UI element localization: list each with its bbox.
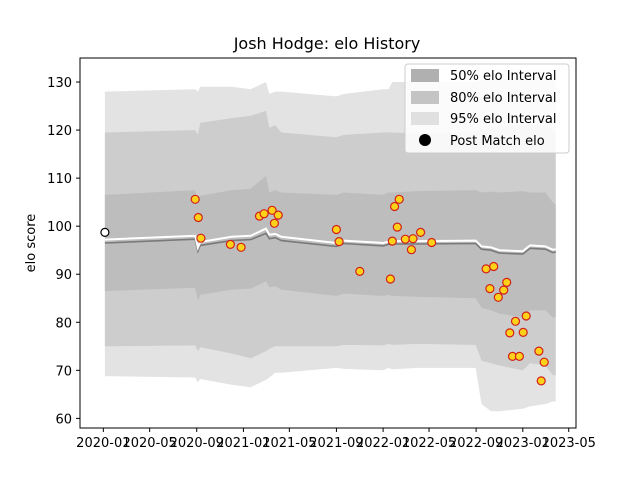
x-tick-label: 2022-05 (402, 436, 456, 451)
plot-frame (79, 57, 577, 429)
x-tick-label: 2020-09 (170, 436, 224, 451)
legend-label-post-match: Post Match elo (450, 134, 545, 149)
post-match-point (518, 327, 528, 337)
y-axis: 60 70 80 90 100 110 120 130 (47, 76, 80, 427)
y-tick-label: 60 (55, 412, 72, 427)
y-tick-label: 100 (47, 220, 72, 235)
post-match-point (225, 239, 235, 249)
post-match-point (536, 376, 546, 386)
post-match-point (273, 210, 283, 220)
post-match-point (499, 285, 509, 295)
initial-elo-point (100, 227, 110, 237)
y-tick-label: 110 (47, 172, 72, 187)
x-tick-label: 2020-05 (122, 436, 176, 451)
post-match-point (493, 292, 503, 302)
post-match-point (485, 284, 495, 294)
median-line (104, 227, 556, 253)
y-tick-label: 120 (47, 124, 72, 139)
x-axis: 2020-012020-052020-092021-012021-052021-… (76, 428, 596, 451)
post-match-point (269, 218, 279, 228)
y-tick-label: 90 (55, 268, 72, 283)
plot-area (100, 77, 556, 412)
post-match-point (481, 264, 491, 274)
post-match-point (521, 311, 531, 321)
legend: 50% elo Interval 80% elo Interval 95% el… (404, 63, 570, 154)
post-match-point (489, 261, 499, 272)
post-match-point (259, 209, 269, 219)
post-match-point (408, 234, 418, 244)
y-tick-label: 130 (47, 76, 72, 91)
post-match-point (196, 233, 206, 243)
legend-marker-post-match (419, 134, 431, 146)
legend-label-50: 50% elo Interval (450, 69, 557, 84)
chart-title: Josh Hodge: elo History (233, 34, 421, 53)
y-tick-label: 70 (55, 364, 72, 379)
post-match-point (514, 351, 525, 361)
post-match-point (406, 245, 416, 255)
post-match-point (416, 227, 426, 237)
post-match-point (190, 194, 200, 204)
post-match-point (331, 224, 341, 235)
y-tick-label: 80 (55, 316, 72, 331)
legend-swatch-50 (411, 69, 439, 82)
post-match-point (394, 194, 404, 204)
post-match-point (390, 201, 400, 212)
x-tick-label: 2023-01 (496, 436, 550, 451)
legend-box (404, 63, 570, 154)
legend-swatch-95 (411, 112, 439, 125)
post-match-point (193, 212, 203, 223)
post-match-point (355, 266, 365, 276)
x-tick-label: 2022-01 (356, 436, 410, 451)
x-tick-label: 2020-01 (76, 436, 130, 451)
post-match-point (267, 205, 277, 215)
post-match-point (236, 242, 246, 252)
x-tick-label: 2023-05 (542, 436, 596, 451)
post-match-point (392, 222, 402, 232)
post-match-point (505, 328, 515, 338)
legend-label-95: 95% elo Interval (450, 112, 557, 127)
x-tick-label: 2021-09 (309, 436, 363, 451)
post-match-points (100, 194, 549, 386)
post-match-point (534, 346, 544, 356)
y-axis-label: elo score (24, 214, 39, 273)
x-tick-label: 2021-01 (216, 436, 270, 451)
band-50 (104, 175, 556, 318)
post-match-point (400, 234, 410, 244)
x-tick-label: 2022-09 (449, 436, 503, 451)
post-match-point (385, 274, 395, 284)
legend-label-80: 80% elo Interval (450, 91, 557, 106)
post-match-point (510, 316, 521, 326)
post-match-point (427, 237, 437, 248)
post-match-point (387, 236, 397, 246)
post-match-point (502, 277, 512, 287)
legend-swatch-80 (411, 91, 439, 104)
x-tick-label: 2021-05 (262, 436, 316, 451)
post-match-point (334, 237, 344, 247)
post-match-point (539, 357, 549, 367)
